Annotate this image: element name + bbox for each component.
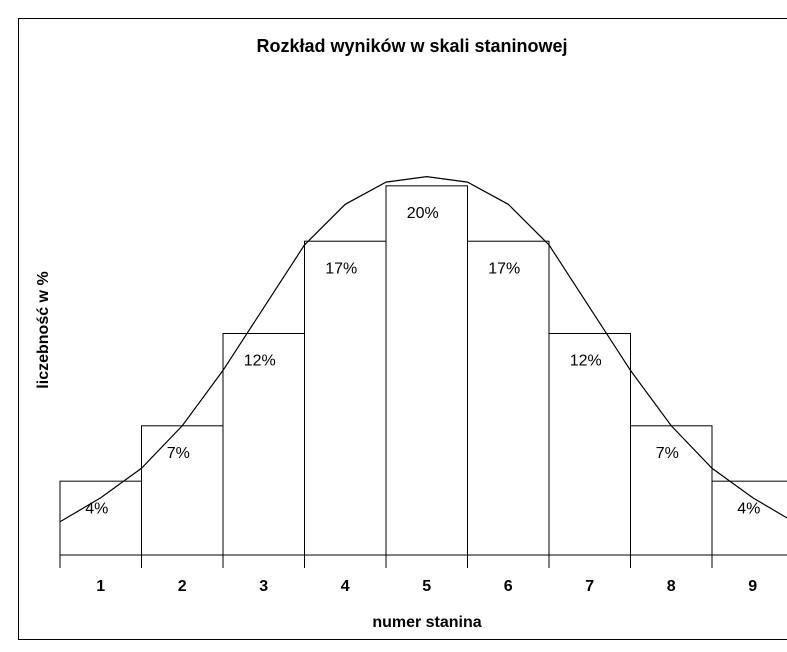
x-tick-label: 2	[178, 578, 187, 595]
value-label: 7%	[656, 445, 679, 462]
value-label: 17%	[488, 260, 520, 277]
x-tick-label: 5	[422, 578, 431, 595]
value-label: 4%	[737, 500, 760, 517]
x-tick-label: 3	[259, 578, 268, 595]
value-label: 4%	[85, 500, 108, 517]
bar	[59, 480, 142, 556]
y-axis-title: liczebność w %	[35, 271, 52, 388]
value-label: 17%	[325, 260, 357, 277]
x-tick-label: 7	[585, 578, 594, 595]
value-label: 12%	[244, 353, 276, 370]
chart-frame	[18, 18, 787, 640]
x-tick-label: 8	[667, 578, 676, 595]
curve	[59, 175, 787, 523]
chart-title: Rozkład wyników w skali staninowej	[256, 36, 567, 56]
bar	[222, 333, 305, 556]
value-label: 7%	[167, 445, 190, 462]
bar	[711, 480, 787, 556]
bar	[304, 240, 387, 556]
x-tick-label: 9	[748, 578, 757, 595]
bar	[385, 185, 468, 556]
x-tick-label: 6	[504, 578, 513, 595]
x-axis-title: numer stanina	[372, 614, 481, 631]
x-tick-label: 4	[341, 578, 350, 595]
bar	[467, 240, 550, 556]
value-label: 12%	[570, 353, 602, 370]
value-label: 20%	[407, 205, 439, 222]
x-tick-label: 1	[96, 578, 105, 595]
